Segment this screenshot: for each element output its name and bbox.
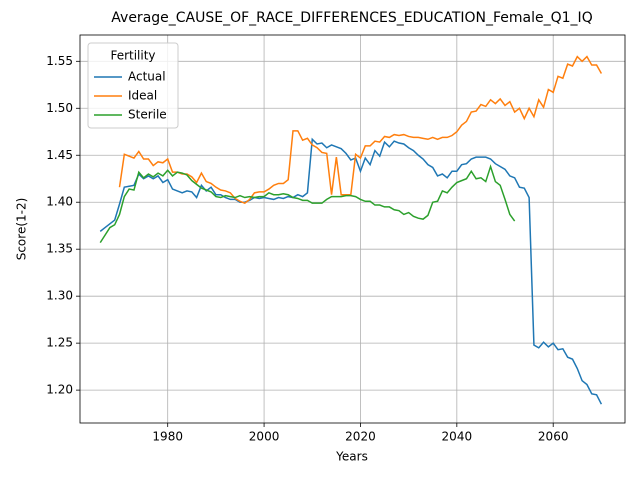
legend-title: Fertility [110,49,155,63]
legend-box [87,42,179,129]
series-line [118,55,603,205]
x-axis-label: Years [335,450,368,464]
legend-label: Sterile [128,108,167,122]
series-line [99,137,603,405]
y-tick-label: 1.50 [46,101,73,115]
chart-title: Average_CAUSE_OF_RACE_DIFFERENCES_EDUCAT… [111,10,592,26]
y-tick-label: 1.55 [46,54,73,68]
x-tick-label: 2060 [538,430,569,444]
y-axis-label: Score(1-2) [15,198,29,261]
series-line [99,164,516,244]
y-tick-label: 1.35 [46,242,73,256]
plot-frame [79,34,626,424]
x-tick-label: 2040 [442,430,473,444]
legend-label: Ideal [128,89,157,103]
y-tick-label: 1.20 [46,383,73,397]
y-tick-label: 1.45 [46,148,73,162]
x-tick-label: 1980 [152,430,183,444]
y-tick-label: 1.25 [46,336,73,350]
x-tick-label: 2000 [249,430,280,444]
y-tick-label: 1.40 [46,195,73,209]
x-tick-label: 2020 [345,430,376,444]
legend-label: Actual [128,70,166,84]
y-tick-label: 1.30 [46,289,73,303]
